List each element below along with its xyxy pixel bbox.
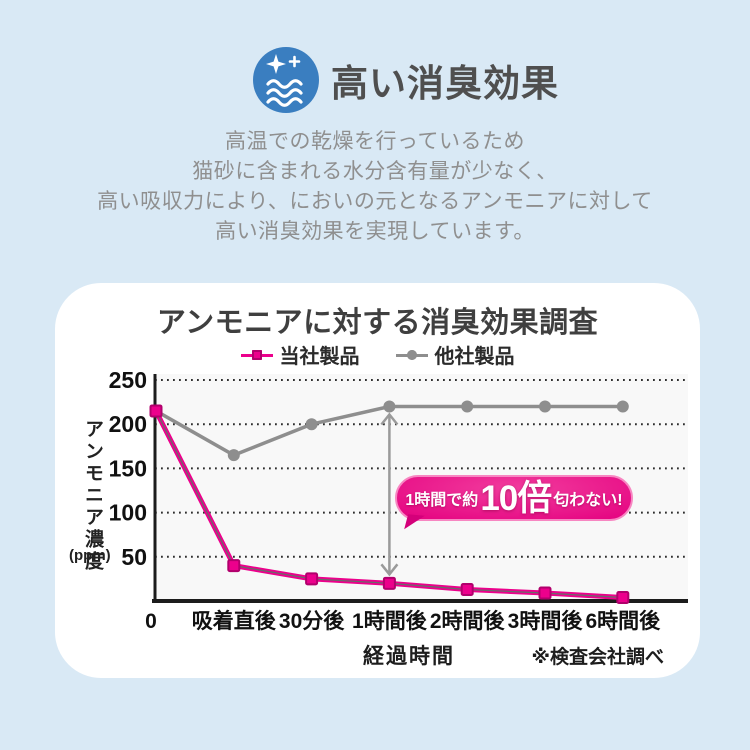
header: 高い消臭効果 xyxy=(0,47,750,113)
y-tick-label: 150 xyxy=(109,455,147,481)
series-marker xyxy=(538,586,552,600)
series-marker xyxy=(382,576,396,590)
y-tick-label: 50 xyxy=(121,544,147,570)
series-marker xyxy=(305,572,319,586)
y-tick-label: 200 xyxy=(109,411,147,437)
series-marker xyxy=(305,418,318,431)
series-marker xyxy=(383,400,396,413)
series-marker xyxy=(616,590,630,604)
chart-legend: 当社製品 他社製品 xyxy=(55,340,700,369)
x-category-label: 3時間後 xyxy=(508,609,584,633)
pink-line-marker-icon xyxy=(240,349,273,361)
sparkle-waves-deodorize-icon xyxy=(253,47,319,113)
x-category-label: 2時間後 xyxy=(430,609,506,633)
arrowhead-down-icon xyxy=(380,563,399,577)
series-marker xyxy=(616,400,629,413)
description-line: 猫砂に含まれる水分含有量が少なく、 xyxy=(192,160,558,183)
gray-line-marker-icon xyxy=(395,349,428,361)
y-tick-label: 100 xyxy=(109,500,147,526)
chart-card: アンモニアに対する消臭効果調査 当社製品 他社製品 250 200 150 100 50… xyxy=(55,283,700,678)
y-axis-unit: (ppm) xyxy=(69,547,111,564)
series-marker xyxy=(461,400,474,413)
description-line: 高い吸収力により、においの元となるアンモニアに対して xyxy=(97,190,653,213)
description-line: 高温での乾燥を行っているため xyxy=(225,130,525,153)
x-category-label: 吸着直後 xyxy=(192,609,277,633)
x-category-label: 1時間後 xyxy=(352,609,428,633)
page-title: 高い消臭効果 xyxy=(331,63,559,104)
chart-title: アンモニアに対する消臭効果調査 xyxy=(156,307,599,339)
series-marker xyxy=(539,400,551,413)
legend-item-our-product: 当社製品 xyxy=(240,340,360,369)
x-category-label: 0 xyxy=(145,610,157,633)
series-marker xyxy=(227,559,241,573)
description-line: 高い消臭効果を実現しています。 xyxy=(215,220,535,243)
source-note: ※検査会社調べ xyxy=(531,647,664,668)
annotation-bubble: 1時間で約 10倍 匂わない! xyxy=(395,475,633,521)
annotation-suffix: 匂わない! xyxy=(553,492,623,509)
legend-label: 他社製品 xyxy=(434,346,515,368)
x-axis-title: 経過時間 xyxy=(363,645,455,668)
series-marker xyxy=(227,449,240,462)
legend-item-other-product: 他社製品 xyxy=(395,340,515,369)
legend-label: 当社製品 xyxy=(279,346,360,368)
series-marker xyxy=(460,583,474,597)
description: 高温での乾燥を行っているため 猫砂に含まれる水分含有量が少なく、 高い吸収力によ… xyxy=(0,127,750,247)
y-tick-label: 250 xyxy=(109,367,147,393)
x-category-label: 30分後 xyxy=(279,609,345,633)
y-axis-title: アンモニア濃度 xyxy=(82,419,103,573)
annotation-prefix: 1時間で約 xyxy=(405,492,479,509)
arrowhead-up-icon xyxy=(380,412,399,426)
x-category-label: 6時間後 xyxy=(585,609,661,633)
series-marker xyxy=(149,404,163,418)
annotation-highlight: 10倍 xyxy=(480,478,552,518)
